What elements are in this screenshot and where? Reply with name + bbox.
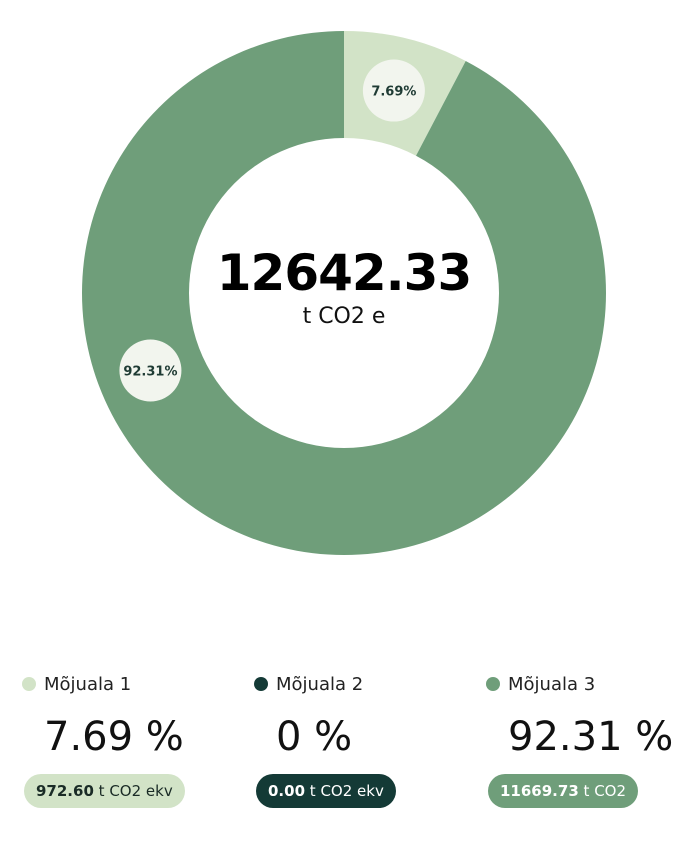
chart-total-value: 12642.33 [217, 244, 472, 302]
legend-unit: t CO2 [583, 782, 627, 800]
legend-amount-badge: 11669.73 t CO2 [488, 774, 639, 808]
legend-amount: 0.00 [268, 782, 306, 800]
slice-label-1: 7.69% [371, 85, 416, 100]
legend-item-mojuala-2: Mõjuala 2 0 % 0.00 t CO2 ekv [254, 670, 464, 808]
legend-dot [22, 677, 36, 691]
slice-label-3: 92.31% [123, 364, 177, 379]
chart-total-unit: t CO2 e [303, 304, 386, 329]
legend-unit: t CO2 ekv [309, 782, 384, 800]
legend-percent: 0 % [276, 714, 353, 760]
legend-amount: 972.60 [36, 782, 94, 800]
legend-item-mojuala-3: Mõjuala 3 92.31 % 11669.73 t CO2 [486, 670, 677, 808]
legend-amount-badge: 972.60 t CO2 ekv [24, 774, 185, 808]
legend-name: Mõjuala 3 [508, 673, 596, 695]
legend-amount: 11669.73 [500, 782, 579, 800]
donut-chart: 7.69% 92.31% 12642.33 t CO2 e [81, 31, 606, 555]
donut-slice-3 [81, 31, 606, 555]
legend-name: Mõjuala 2 [276, 673, 364, 695]
legend-percent: 7.69 % [44, 714, 184, 760]
legend-unit: t CO2 ekv [98, 782, 173, 800]
slice-label-bubble [362, 59, 425, 122]
slice-label-bubble [119, 339, 182, 402]
legend-percent: 92.31 % [508, 714, 674, 760]
legend-dot [486, 677, 500, 691]
legend-name: Mõjuala 1 [44, 673, 132, 695]
slice-labels: 7.69% 92.31% [119, 59, 425, 402]
legend-dot [254, 677, 268, 691]
legend-amount-badge: 0.00 t CO2 ekv [256, 774, 396, 808]
legend-item-mojuala-1: Mõjuala 1 7.69 % 972.60 t CO2 ekv [22, 670, 232, 808]
